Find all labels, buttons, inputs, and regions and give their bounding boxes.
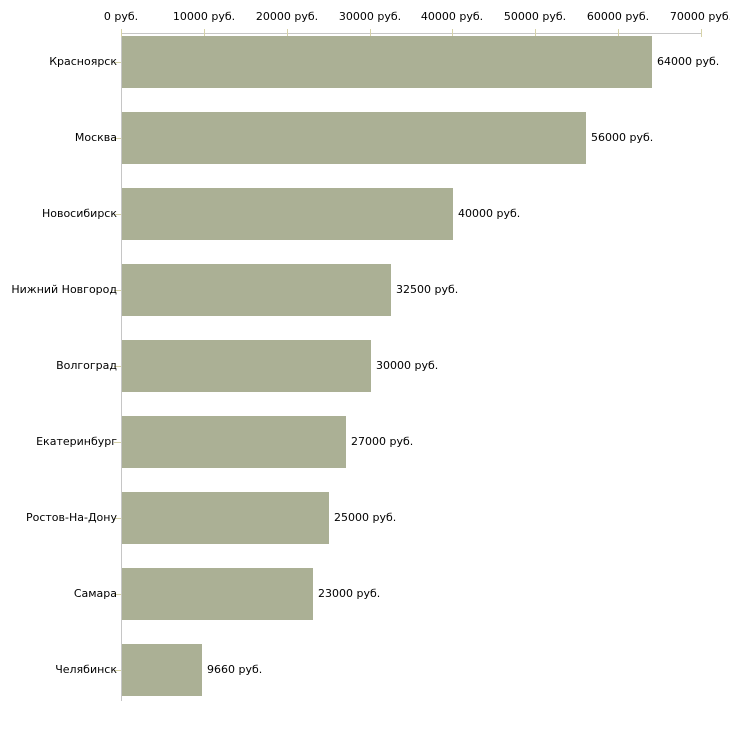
category-tick-mark — [114, 138, 121, 139]
x-axis-tick-label: 50000 руб. — [503, 10, 567, 23]
category-label: Самара — [73, 587, 117, 600]
category-label: Новосибирск — [41, 207, 117, 220]
bar — [122, 340, 371, 392]
bar-value-label: 64000 руб. — [657, 55, 720, 68]
x-axis-tick-label: 30000 руб. — [338, 10, 402, 23]
category-label: Москва — [74, 131, 117, 144]
bar-value-label: 23000 руб. — [318, 587, 381, 600]
x-axis-tick-label: 60000 руб. — [586, 10, 650, 23]
category-label: Ростов-На-Дону — [25, 511, 117, 524]
x-axis-tick-mark — [204, 29, 205, 37]
category-label: Челябинск — [55, 663, 117, 676]
category-tick-mark — [114, 518, 121, 519]
x-axis-tick-label: 70000 руб. — [669, 10, 730, 23]
category-tick-mark — [114, 290, 121, 291]
category-tick-mark — [114, 214, 121, 215]
category-tick-mark — [114, 594, 121, 595]
bar-value-label: 25000 руб. — [334, 511, 397, 524]
bar — [122, 188, 453, 240]
x-axis-tick-mark — [452, 29, 453, 37]
category-label: Нижний Новгород — [11, 283, 117, 296]
category-label: Екатеринбург — [36, 435, 117, 448]
bar-value-label: 40000 руб. — [458, 207, 521, 220]
bar-value-label: 9660 руб. — [207, 663, 263, 676]
bar — [122, 492, 329, 544]
x-axis-tick-label: 10000 руб. — [172, 10, 236, 23]
bar-value-label: 30000 руб. — [376, 359, 439, 372]
bar — [122, 644, 202, 696]
bar-value-label: 27000 руб. — [351, 435, 414, 448]
bar — [122, 264, 391, 316]
x-axis-tick-mark — [287, 29, 288, 37]
x-axis-tick-mark — [618, 29, 619, 37]
x-axis-tick-mark — [701, 29, 702, 37]
category-tick-mark — [114, 366, 121, 367]
category-label: Красноярск — [49, 55, 117, 68]
bar — [122, 416, 346, 468]
bar-value-label: 32500 руб. — [396, 283, 459, 296]
x-axis-tick-mark — [121, 29, 122, 37]
x-axis-tick-label: 20000 руб. — [255, 10, 319, 23]
bar — [122, 36, 652, 88]
category-tick-mark — [114, 670, 121, 671]
x-axis-line — [121, 33, 702, 34]
bar — [122, 568, 313, 620]
category-tick-mark — [114, 62, 121, 63]
bar-value-label: 56000 руб. — [591, 131, 654, 144]
y-axis-line — [121, 33, 122, 701]
x-axis-tick-mark — [370, 29, 371, 37]
x-axis-tick-label: 40000 руб. — [420, 10, 484, 23]
bar — [122, 112, 586, 164]
x-axis-tick-label: 0 руб. — [103, 10, 139, 23]
x-axis-tick-mark — [535, 29, 536, 37]
category-tick-mark — [114, 442, 121, 443]
category-label: Волгоград — [56, 359, 117, 372]
